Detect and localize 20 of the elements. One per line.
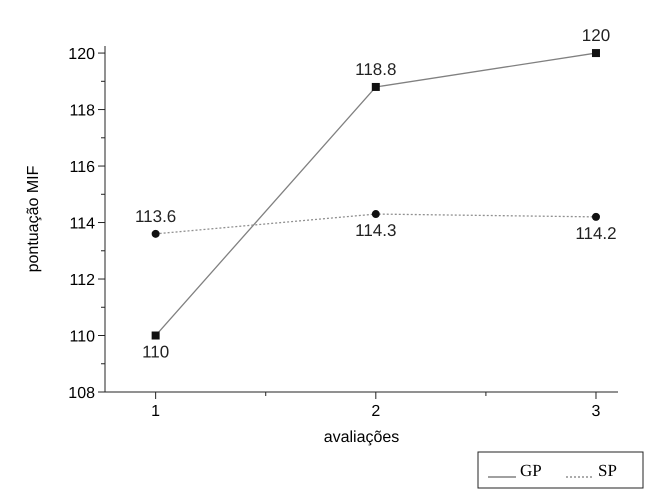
data-label: 120 [582,26,610,46]
y-tick-label: 114 [69,216,96,233]
y-axis-title: pontuação MIF [25,165,42,272]
data-label: 114.3 [355,221,396,240]
y-tick-label: 108 [68,385,96,402]
x-axis-title: avaliações [324,429,400,446]
x-tick-label: 1 [151,403,160,420]
data-label: 110 [142,342,170,362]
x-tick-label: 2 [371,403,380,420]
y-tick-label: 116 [69,159,96,176]
data-label: 118.8 [355,60,396,79]
y-tick-label: 118 [69,102,96,120]
legend-label: SP [598,461,617,480]
x-tick-label: 3 [592,403,601,420]
y-tick-label: 110 [69,328,96,346]
legend-label: GP [520,461,542,480]
y-tick-label: 120 [68,46,96,64]
data-label: 113.6 [135,206,176,226]
y-tick-label: 112 [69,272,96,290]
data-label: 114.2 [575,224,617,243]
